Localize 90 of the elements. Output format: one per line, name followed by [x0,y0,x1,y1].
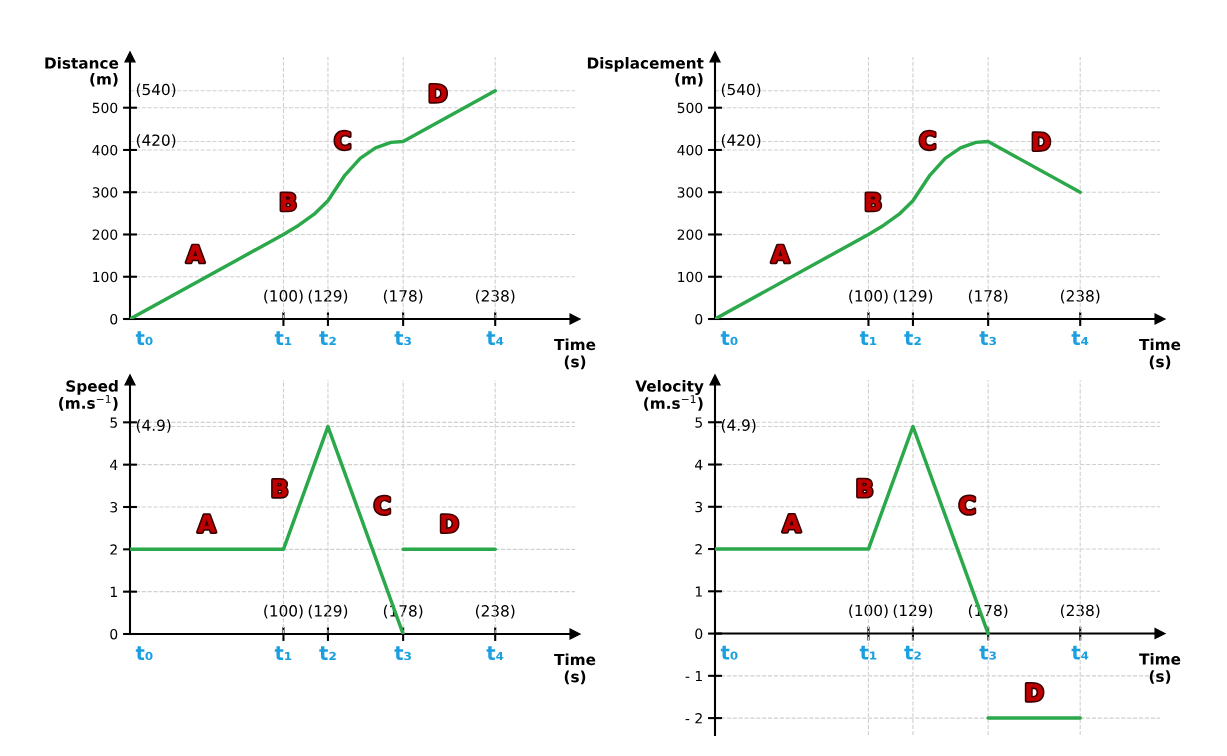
ref-line-label: t₄ [1071,331,1089,345]
ref-line-label: t₃ [979,645,996,660]
ref-line-label: t₄ [1071,645,1089,660]
x-tick-label: (129) [308,604,348,619]
x-tick-label: (238) [475,289,515,304]
ref-line-label: t₁ [859,645,877,660]
y-tick-label: 3 [110,501,118,513]
y-axis-title: Displacement (m) [587,57,704,87]
annotation: A [771,245,790,263]
y-tick-label: 0 [110,628,118,640]
x-tick-label: (100) [849,289,888,304]
y-tick-label: 3 [695,501,703,513]
annotation: C [920,131,935,150]
x-tick-label: (100) [264,289,303,304]
ref-line-label: t₂ [319,331,336,345]
x-tick-label: (238) [475,604,515,619]
y-tick-label: 200 [92,229,118,240]
y-tick-label: 300 [677,187,703,198]
x-tick-label: (100) [849,604,888,619]
ref-line-label: t₂ [319,646,336,660]
ref-line-label: t₂ [904,331,921,345]
annotation: D [1033,132,1050,151]
y-tick-label: 500 [677,102,703,114]
y-axis-title: Velocity (m.s$^{−1}$) [635,380,704,411]
x-axis-title: Time (s) [554,338,596,370]
annotation: B [857,479,873,497]
x-tick-label: (129) [893,289,933,304]
text: t₀ [135,646,153,661]
x-axis-title: Time (s) [554,653,596,685]
x-tick-label: (129) [893,604,933,619]
y-tick-label: 0 [695,313,703,325]
y-tick-label: 300 [92,187,118,198]
x-tick-label: (178) [383,289,423,304]
ref-line-label: t₄ [486,646,504,660]
ref-line-label: (4.9) [721,419,756,433]
annotation: B [281,193,296,211]
ref-line-label: (540) [136,83,176,98]
text: t₀ [720,331,738,346]
annotation: B [866,193,881,211]
y-tick-label: 100 [93,271,118,283]
ref-line-label: t₃ [979,331,996,346]
text: t₀ [135,331,153,346]
annotation: C [959,496,975,515]
y-tick-label: - 1 [685,670,702,682]
ref-line-label: (540) [721,83,761,98]
annotation: C [335,131,350,150]
y-tick-label: - 2 [685,713,702,724]
annotation: D [1026,683,1043,701]
annotation: D [441,515,458,533]
ref-line-label: t₃ [394,646,411,661]
x-tick-label: (178) [968,289,1008,304]
y-tick-label: 2 [110,544,117,555]
y-tick-label: 2 [695,544,702,555]
y-tick-label: 5 [695,417,702,428]
ref-line-label: t₁ [274,331,292,345]
y-tick-label: 200 [677,229,703,240]
ref-line-label: t₁ [859,331,877,345]
annotation: A [186,245,205,263]
y-tick-label: 400 [92,144,118,156]
y-tick-label: 0 [110,313,118,325]
y-tick-label: 1 [695,586,702,597]
y-tick-label: 0 [695,628,703,640]
y-tick-label: 5 [110,417,117,428]
y-axis-title: Speed (m.s$^{−1}$) [59,380,118,411]
y-axis-title: Distance (m) [45,57,119,87]
ref-line-label: t₄ [486,331,504,345]
x-tick-label: (129) [308,289,348,304]
annotation: A [197,515,216,533]
ref-line-label: (4.9) [136,419,171,433]
annotation: A [782,514,801,532]
x-tick-label: (100) [264,604,303,619]
ref-line-label: t₁ [274,646,292,660]
ref-line-label: (420) [136,134,176,148]
y-tick-label: 100 [678,271,703,283]
y-tick-label: 1 [110,586,117,597]
y-tick-label: 500 [92,102,118,114]
x-tick-label: (238) [1060,289,1100,304]
ref-line-label: t₃ [394,331,411,346]
x-tick-label: (238) [1060,604,1100,619]
annotation: t₀ [720,645,738,660]
y-tick-label: 4 [110,459,118,470]
y-tick-label: 400 [677,144,703,156]
y-tick-label: 4 [695,459,703,470]
x-axis-title: Time (s) [1139,653,1181,684]
annotation: D [430,84,447,102]
x-axis-title: Time (s) [1139,338,1181,370]
ref-line-label: t₂ [904,645,921,660]
annotation: C [374,496,390,515]
ref-line-label: (420) [721,134,761,148]
annotation: B [272,479,287,497]
